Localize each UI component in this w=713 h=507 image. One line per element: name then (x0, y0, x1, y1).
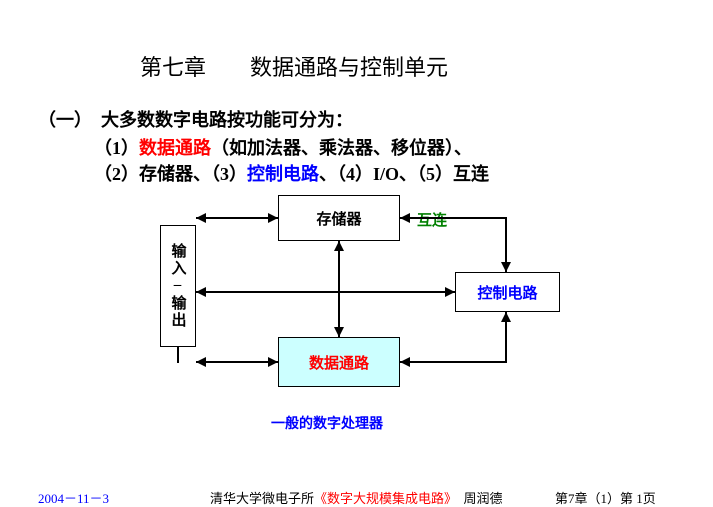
footer-page: 第7章（1）第 1页 (555, 488, 656, 507)
arrowhead (268, 357, 278, 367)
l2-ctrl: 控制电路 (247, 164, 319, 184)
datapath-box: 数据通路 (278, 337, 400, 387)
footer-center: 清华大学微电子所《数字大规模集成电路》 周润德 (210, 488, 503, 507)
arrowhead (196, 213, 206, 223)
edge-io-stub (177, 347, 179, 363)
edge-io-data (196, 361, 278, 363)
bullet-line-2: （2）存储器、（3）控制电路、（4）I/O、（5）互连 (94, 160, 489, 186)
arrowhead (334, 327, 344, 337)
edge-io-ctrl (196, 291, 455, 293)
arrowhead (445, 287, 455, 297)
io-box: 输入–输出 (160, 225, 196, 347)
interconnect-label: 互连 (417, 209, 447, 230)
diagram-caption: 一般的数字处理器 (271, 413, 383, 433)
arrowhead (334, 241, 344, 251)
block-diagram: 输入–输出 存储器 数据通路 控制电路 互连 一般的数字处理器 (0, 195, 713, 435)
arrowhead (501, 312, 511, 322)
chapter-title: 第七章 数据通路与控制单元 (140, 50, 448, 82)
arrowhead (196, 287, 206, 297)
edge-data-ctrl-h (400, 361, 507, 363)
bullet-line-1: （1）数据通路（如加法器、乘法器、移位器）、 (94, 134, 472, 160)
memory-box: 存储器 (278, 195, 400, 241)
l2-suffix: 、（4）I/O、（5）互连 (319, 164, 489, 184)
l1-prefix: （1） (94, 138, 139, 158)
arrowhead (400, 357, 410, 367)
section-header: （一） 大多数数字电路按功能可分为： (38, 106, 353, 132)
footer-date: 2004－11－3 (38, 488, 109, 507)
edge-mem-ctrl-h (400, 217, 507, 219)
arrowhead (501, 262, 511, 272)
edge-io-mem (196, 217, 278, 219)
l1-suffix: （如加法器、乘法器、移位器）、 (211, 138, 472, 158)
arrowhead (268, 213, 278, 223)
l1-datapath: 数据通路 (139, 138, 211, 158)
edge-mem-data (338, 241, 340, 337)
arrowhead (400, 213, 410, 223)
l2-prefix: （2）存储器、（3） (94, 164, 247, 184)
control-box: 控制电路 (455, 272, 560, 312)
arrowhead (196, 357, 206, 367)
